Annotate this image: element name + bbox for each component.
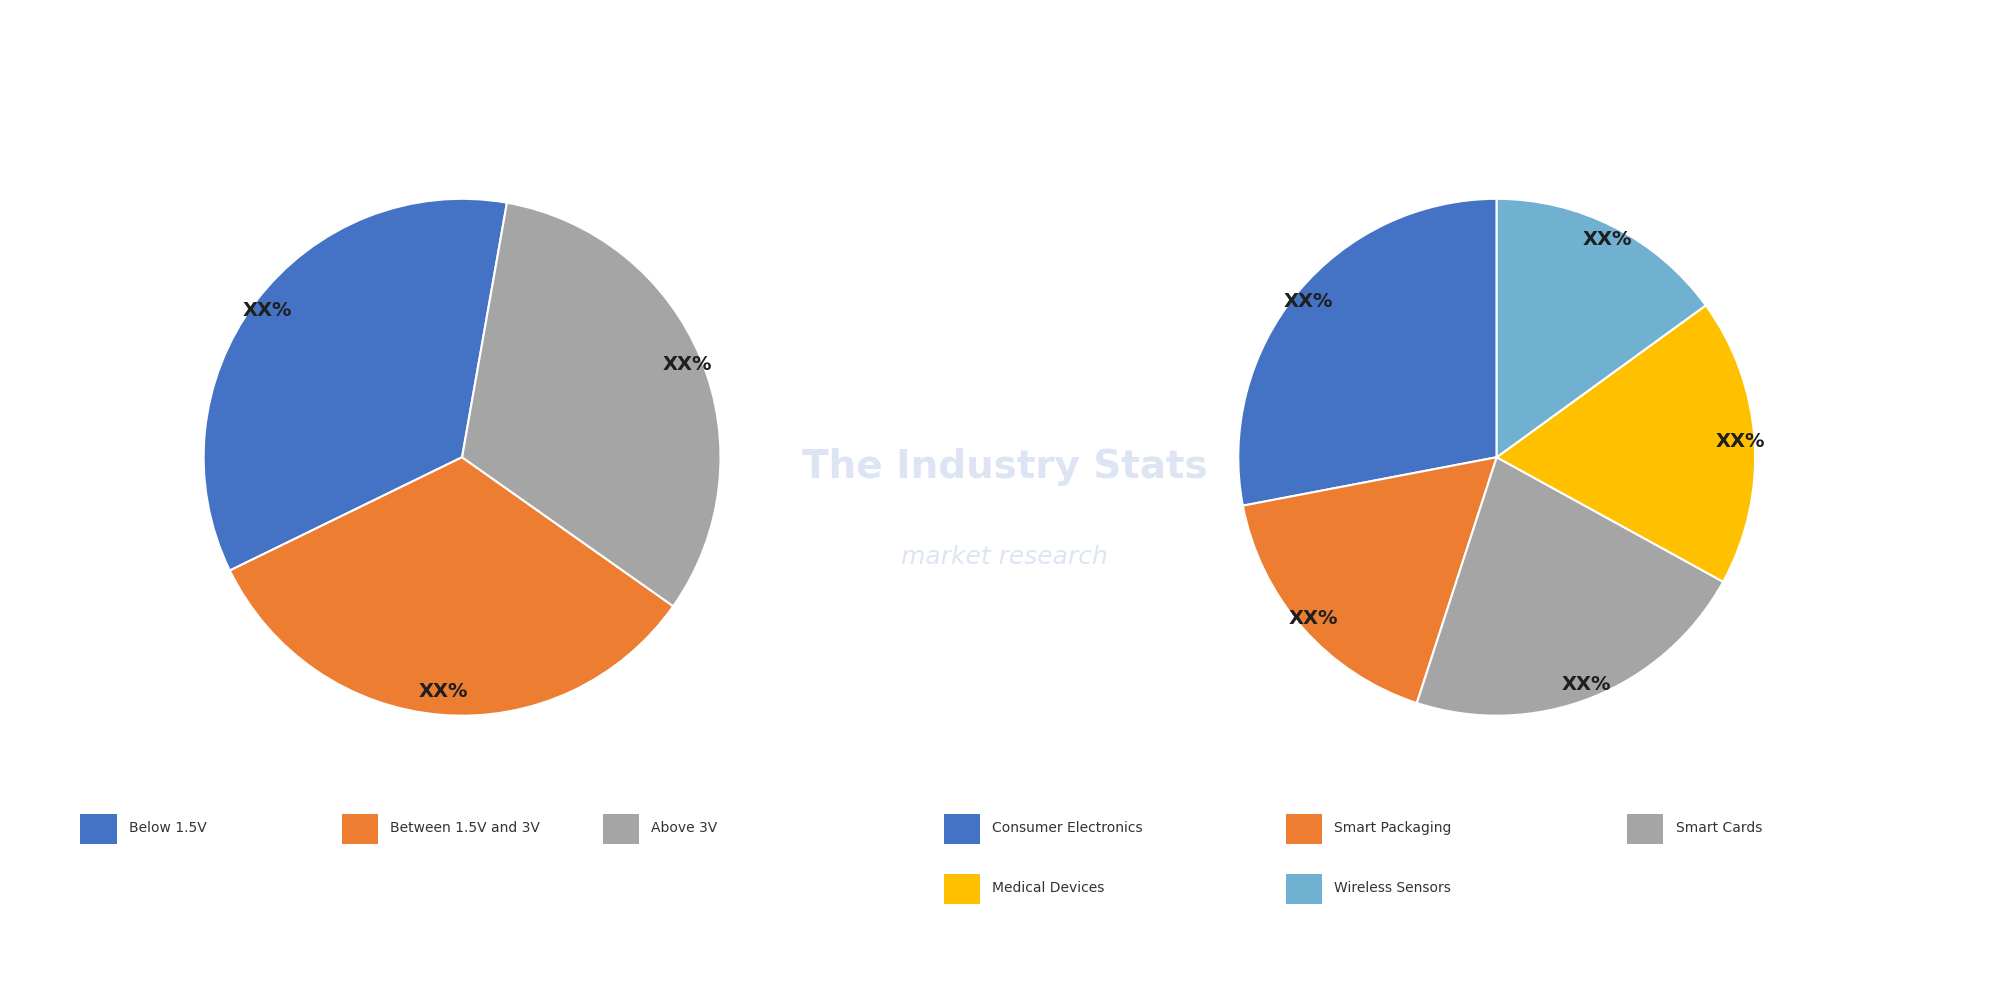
Text: XX%: XX% [1716,432,1766,451]
Text: XX%: XX% [1288,609,1338,628]
Bar [944,874,980,904]
Text: Smart Packaging: Smart Packaging [1334,821,1450,835]
Text: market research: market research [902,545,1107,569]
Bar [944,814,980,844]
Wedge shape [203,199,506,571]
Text: Wireless Sensors: Wireless Sensors [1334,881,1450,895]
Bar [1627,814,1663,844]
Bar [1286,814,1322,844]
Bar [603,814,639,844]
Text: XX%: XX% [418,682,468,701]
Text: Smart Cards: Smart Cards [1676,821,1762,835]
Text: The Industry Stats: The Industry Stats [802,448,1207,486]
Wedge shape [1238,199,1497,506]
Bar [342,814,378,844]
Wedge shape [1416,457,1724,716]
Text: Fig. Global Thin Film and Printed Battery Market Share by Product Types & Applic: Fig. Global Thin Film and Printed Batter… [40,51,1268,75]
Wedge shape [229,457,673,716]
Text: XX%: XX% [663,355,713,374]
Wedge shape [462,203,721,606]
Text: XX%: XX% [243,301,291,320]
Wedge shape [1497,305,1756,581]
Text: Below 1.5V: Below 1.5V [129,821,207,835]
Text: Medical Devices: Medical Devices [992,881,1105,895]
Text: XX%: XX% [1284,292,1334,311]
Wedge shape [1497,199,1706,457]
Bar [80,814,117,844]
Text: XX%: XX% [1561,675,1611,694]
Bar [1286,874,1322,904]
Wedge shape [1244,457,1497,703]
Text: XX%: XX% [1583,231,1633,249]
Text: Website: www.theindustrystats.com: Website: www.theindustrystats.com [1507,951,1848,969]
Text: Source: Theindustrystats Analysis: Source: Theindustrystats Analysis [40,951,362,969]
Text: Consumer Electronics: Consumer Electronics [992,821,1143,835]
Text: Email: sales@theindustrystats.com: Email: sales@theindustrystats.com [763,951,1093,969]
Text: Between 1.5V and 3V: Between 1.5V and 3V [390,821,540,835]
Text: Above 3V: Above 3V [651,821,717,835]
